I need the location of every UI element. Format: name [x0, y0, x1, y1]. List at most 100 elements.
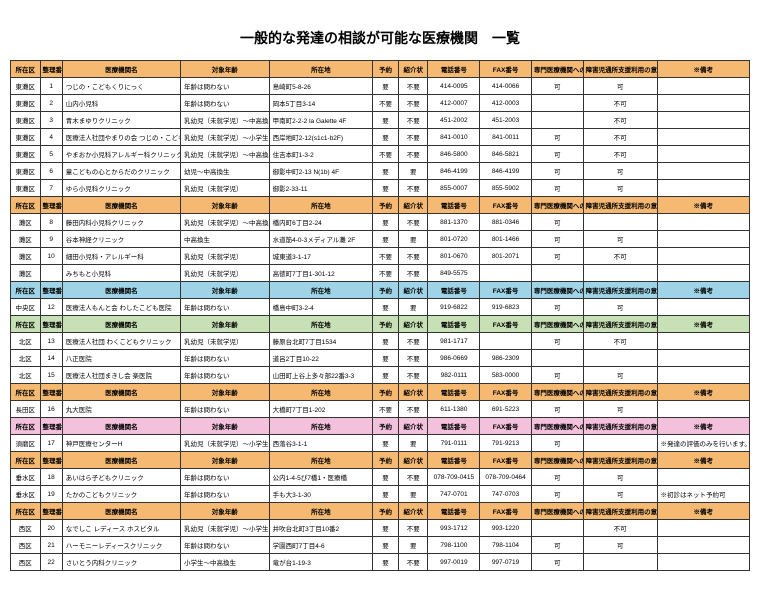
- table-cell: 年齢は問わない: [180, 78, 269, 95]
- table-cell: [583, 350, 657, 367]
- table-cell: 医療法人社団 わくこどもクリニック: [62, 333, 180, 350]
- table-cell: 要: [398, 231, 428, 248]
- column-header: 所在地: [269, 384, 372, 401]
- table-cell: 乳幼児（未就学児）～小学生: [180, 435, 269, 452]
- table-cell: 医療法人もんと会 わしたこども医院: [62, 299, 180, 316]
- table-cell: 要: [373, 163, 399, 180]
- table-cell: 8: [40, 214, 62, 231]
- column-header: 所在区: [11, 418, 41, 435]
- column-header: 対象年齢: [180, 61, 269, 78]
- table-cell: 要: [398, 299, 428, 316]
- column-header: 整理番号: [40, 282, 62, 299]
- section-header-row: 所在区整理番号医療機関名対象年齢所在地予約紹介状電話番号FAX番号専門医療機関へ…: [11, 418, 750, 435]
- table-cell: 846-5821: [480, 146, 532, 163]
- table-cell: 御影2-33-11: [269, 180, 372, 197]
- table-cell: 4: [40, 129, 62, 146]
- table-cell: [657, 265, 749, 282]
- table-cell: 不要: [398, 554, 428, 571]
- table-cell: 不可: [583, 248, 657, 265]
- table-cell: 451-2002: [428, 112, 480, 129]
- column-header: 予約: [373, 503, 399, 520]
- table-cell: 不可: [583, 95, 657, 112]
- table-cell: 5: [40, 146, 62, 163]
- table-cell: 可: [583, 486, 657, 503]
- table-cell: 22: [40, 554, 62, 571]
- table-cell: 須磨区: [11, 435, 41, 452]
- table-cell: 長田区: [11, 401, 41, 418]
- table-cell: [657, 129, 749, 146]
- table-cell: さいとう内科クリニック: [62, 554, 180, 571]
- table-cell: 801-0720: [428, 231, 480, 248]
- table-cell: 西岸地町2-12(s1c1-b2F): [269, 129, 372, 146]
- column-header: 電話番号: [428, 282, 480, 299]
- table-cell: 可: [583, 231, 657, 248]
- section-header-row: 所在区整理番号医療機関名対象年齢所在地予約紹介状電話番号FAX番号専門医療機関へ…: [11, 384, 750, 401]
- column-header: 障害児通所支援利用の意見書作成: [583, 503, 657, 520]
- table-cell: 414-0066: [480, 78, 532, 95]
- table-cell: 水道筋4-0-3メディアル灘 2F: [269, 231, 372, 248]
- table-cell: 846-4199: [480, 163, 532, 180]
- column-header: 電話番号: [428, 61, 480, 78]
- column-header: 対象年齢: [180, 418, 269, 435]
- table-cell: 611-1380: [428, 401, 480, 418]
- table-cell: [657, 401, 749, 418]
- column-header: 所在地: [269, 452, 372, 469]
- table-cell: 乳幼児（未就学児）: [180, 265, 269, 282]
- table-cell: 要: [398, 486, 428, 503]
- table-cell: 公内1-4-5ぴ7橋1・医療橋: [269, 469, 372, 486]
- table-cell: 不要: [398, 180, 428, 197]
- table-row: 灘区みちもと小児科乳幼児（未就学児）高徳町7丁目1-301-12不要不要849-…: [11, 265, 750, 282]
- table-cell: 可: [583, 180, 657, 197]
- table-cell: 要: [398, 163, 428, 180]
- table-cell: 不要: [398, 333, 428, 350]
- table-cell: 不可: [583, 333, 657, 350]
- table-cell: 412-0003: [480, 95, 532, 112]
- table-row: 北区15医療法人社団まきし会 楽医院年齢は問わない山田町上谷上多々部22番3-3…: [11, 367, 750, 384]
- medical-institutions-table: 所在区整理番号医療機関名対象年齢所在地予約紹介状電話番号FAX番号専門医療機関へ…: [10, 60, 750, 571]
- table-cell: 691-5223: [480, 401, 532, 418]
- table-cell: 御影中町2-13 N(1b) 4F: [269, 163, 372, 180]
- column-header: 医療機関名: [62, 316, 180, 333]
- column-header: 所在地: [269, 61, 372, 78]
- column-header: 紹介状: [398, 452, 428, 469]
- column-header: FAX番号: [480, 503, 532, 520]
- column-header: 障害児通所支援利用の意見書作成: [583, 316, 657, 333]
- column-header: 所在区: [11, 282, 41, 299]
- table-cell: 不要: [373, 248, 399, 265]
- table-cell: みちもと小児科: [62, 265, 180, 282]
- table-cell: [531, 265, 583, 282]
- table-cell: 要: [373, 350, 399, 367]
- table-cell: 医療法人社団やまりの会 つじの・こどもくりにっく神戸ベイ: [62, 129, 180, 146]
- column-header: 医療機関名: [62, 418, 180, 435]
- column-header: 障害児通所支援利用の意見書作成: [583, 197, 657, 214]
- table-cell: 甲南町2-2-2 la Galette 4F: [269, 112, 372, 129]
- table-cell: 3: [40, 112, 62, 129]
- table-cell: 大橋町7丁目1-202: [269, 401, 372, 418]
- table-row: 東灘区1つじの・こどもくりにっく年齢は問わない島崎町5-8-26要不要414-0…: [11, 78, 750, 95]
- table-cell: 学園西町7丁目4-6: [269, 537, 372, 554]
- table-cell: 年齢は問わない: [180, 299, 269, 316]
- column-header: 紹介状: [398, 61, 428, 78]
- table-cell: 986-0669: [428, 350, 480, 367]
- table-cell: 要: [373, 554, 399, 571]
- table-cell: 年齢は問わない: [180, 537, 269, 554]
- table-cell: [657, 112, 749, 129]
- table-cell: 中高換生: [180, 231, 269, 248]
- table-cell: 可: [531, 231, 583, 248]
- table-cell: [657, 299, 749, 316]
- table-cell: 可: [531, 78, 583, 95]
- table-cell: 西落谷3-1-1: [269, 435, 372, 452]
- table-cell: [657, 554, 749, 571]
- table-cell: [531, 520, 583, 537]
- table-cell: 八正医院: [62, 350, 180, 367]
- column-header: FAX番号: [480, 61, 532, 78]
- column-header: 予約: [373, 418, 399, 435]
- table-cell: 981-1717: [428, 333, 480, 350]
- column-header: 医療機関名: [62, 61, 180, 78]
- section-header-row: 所在区整理番号医療機関名対象年齢所在地予約紹介状電話番号FAX番号専門医療機関へ…: [11, 197, 750, 214]
- column-header: 電話番号: [428, 316, 480, 333]
- table-cell: 乳幼児（未就学児）～中高換生: [180, 146, 269, 163]
- table-cell: 年齢は問わない: [180, 95, 269, 112]
- section-header-row: 所在区整理番号医療機関名対象年齢所在地予約紹介状電話番号FAX番号専門医療機関へ…: [11, 282, 750, 299]
- table-cell: 乳幼児（未就学児）～小学生: [180, 520, 269, 537]
